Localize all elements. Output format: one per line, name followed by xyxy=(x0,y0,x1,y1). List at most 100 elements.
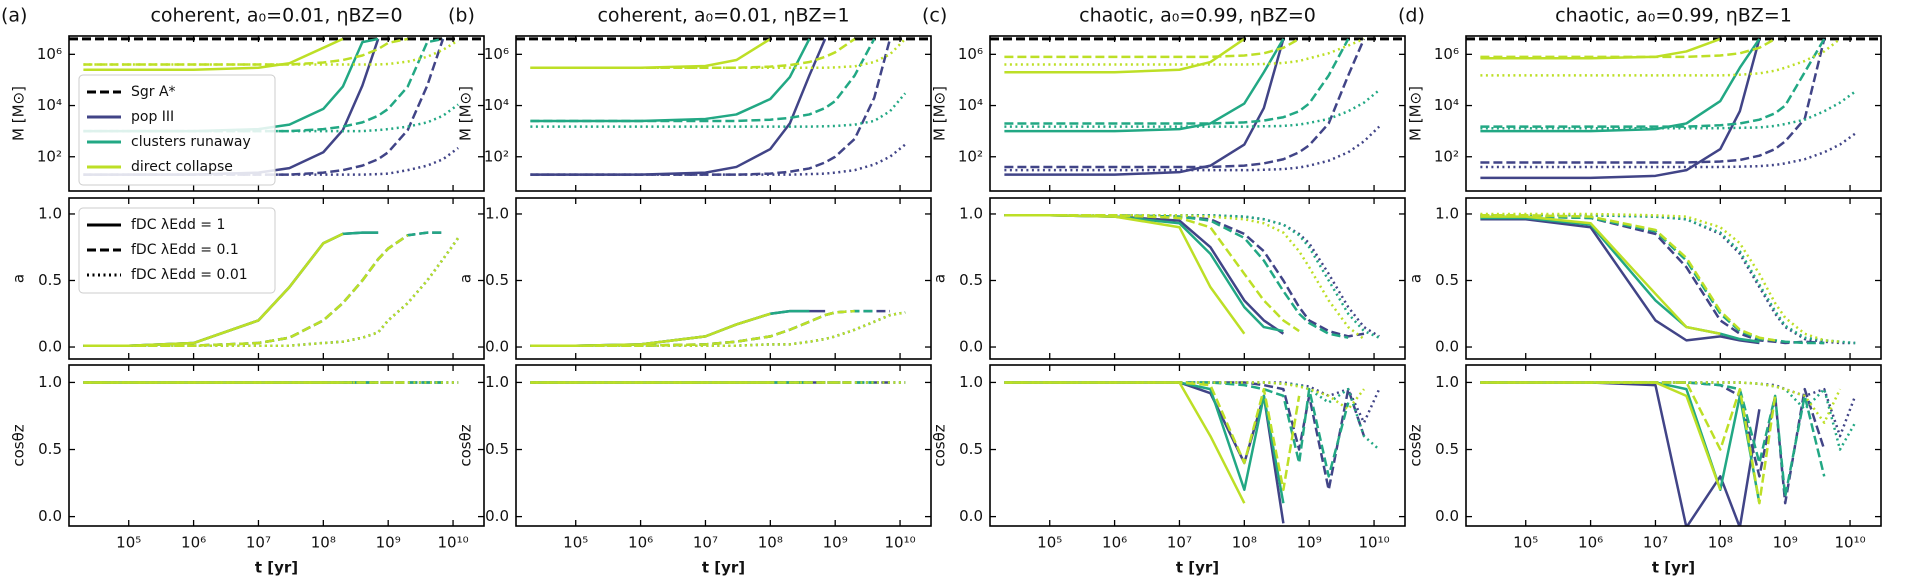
y-tick-label: 0.0 xyxy=(485,507,509,525)
y-axis-label: a xyxy=(931,274,949,283)
y-tick-label: 10⁴ xyxy=(37,96,62,114)
x-tick-label: 10⁹ xyxy=(1297,534,1322,552)
x-tick-label: 10⁶ xyxy=(181,534,206,552)
x-tick-label: 10⁸ xyxy=(1232,534,1257,552)
legend-label: fDC λEdd = 0.1 xyxy=(131,242,239,258)
x-tick-label: 10¹⁰ xyxy=(1834,534,1865,552)
series-line xyxy=(83,237,460,347)
x-tick-label: 10⁶ xyxy=(1578,534,1603,552)
plot-area xyxy=(990,37,1405,176)
series-line xyxy=(1480,214,1856,345)
plot-area xyxy=(530,309,906,347)
series-line xyxy=(1004,38,1285,176)
series-line xyxy=(530,309,890,347)
series-line xyxy=(530,38,811,123)
y-tick-label: 0.5 xyxy=(1435,440,1459,458)
axes-frame xyxy=(515,197,932,360)
axes-frame xyxy=(1465,35,1882,192)
axes-frame xyxy=(68,197,485,360)
series-line xyxy=(530,311,906,347)
series-line xyxy=(1480,381,1761,526)
series-line xyxy=(1004,381,1285,504)
y-tick-label: 0.5 xyxy=(485,440,509,458)
series-line xyxy=(1480,37,1721,60)
y-axis-label: a xyxy=(10,274,28,283)
panel-label: (c) xyxy=(922,5,947,27)
y-tick-label: 10² xyxy=(484,147,509,165)
x-tick-label: 10⁹ xyxy=(823,534,848,552)
series-line xyxy=(1004,214,1349,339)
y-tick-label: 1.0 xyxy=(38,204,62,222)
axes-frame xyxy=(515,35,932,192)
series-line xyxy=(530,38,827,176)
y-tick-label: 1.0 xyxy=(1435,373,1459,391)
chart-title: coherent, a₀=0.01, ηBZ=0 xyxy=(150,5,402,27)
y-axis-label: cosθz xyxy=(931,424,949,466)
plot-area xyxy=(83,231,460,347)
y-tick-label: 10⁴ xyxy=(958,96,983,114)
series-line xyxy=(1480,215,1825,345)
y-axis-label: M [M⊙] xyxy=(1407,86,1425,141)
x-tick-label: 10⁹ xyxy=(376,534,401,552)
legend-label: Sgr A* xyxy=(131,84,176,100)
chart-title: chaotic, a₀=0.99, ηBZ=1 xyxy=(1555,5,1792,27)
series-line xyxy=(1004,38,1350,125)
x-tick-label: 10⁵ xyxy=(1037,534,1062,552)
series-line xyxy=(530,309,855,347)
series-line xyxy=(1004,214,1246,335)
y-axis-label: cosθz xyxy=(10,424,28,466)
series-line xyxy=(1480,38,1761,180)
x-tick-label: 10⁷ xyxy=(1167,534,1192,552)
axes-frame xyxy=(989,35,1406,192)
series-line xyxy=(1004,214,1380,338)
y-tick-label: 0.5 xyxy=(1435,271,1459,289)
y-axis-label: cosθz xyxy=(457,424,475,466)
series-line xyxy=(1004,381,1365,411)
plot-area xyxy=(1004,214,1380,341)
legend-label: pop III xyxy=(131,109,174,125)
x-tick-label: 10¹⁰ xyxy=(884,534,915,552)
legend-label: fDC λEdd = 1 xyxy=(131,217,225,233)
x-tick-label: 10¹⁰ xyxy=(1358,534,1389,552)
y-tick-label: 10⁴ xyxy=(1434,96,1459,114)
series-line xyxy=(1480,381,1826,498)
legend-box xyxy=(78,74,276,186)
series-line xyxy=(1480,216,1760,343)
y-tick-label: 0.0 xyxy=(1435,507,1459,525)
series-line xyxy=(1004,125,1381,172)
x-axis-label: t [yr] xyxy=(1652,559,1695,577)
y-tick-label: 10⁴ xyxy=(484,96,509,114)
series-line xyxy=(1004,214,1300,333)
series-line xyxy=(530,92,907,128)
legend-box xyxy=(78,207,276,294)
series-line xyxy=(1480,381,1826,505)
series-line xyxy=(530,143,906,176)
panel-label: (b) xyxy=(448,5,475,27)
x-tick-label: 10⁸ xyxy=(758,534,783,552)
y-tick-label: 10² xyxy=(958,147,983,165)
y-tick-label: 0.0 xyxy=(1435,338,1459,356)
axes-frame xyxy=(989,197,1406,360)
series-line xyxy=(1480,212,1841,343)
y-tick-label: 0.5 xyxy=(38,271,62,289)
series-line xyxy=(1004,214,1380,339)
plot-area xyxy=(1466,37,1881,180)
series-line xyxy=(530,38,892,176)
series-line xyxy=(1004,38,1366,169)
x-tick-label: 10⁹ xyxy=(1773,534,1798,552)
y-tick-label: 10⁶ xyxy=(484,45,509,63)
y-tick-label: 1.0 xyxy=(959,373,983,391)
legend-label: fDC λEdd = 0.01 xyxy=(131,267,248,283)
axes-frame xyxy=(68,364,485,527)
y-tick-label: 10⁶ xyxy=(1434,45,1459,63)
y-tick-label: 0.0 xyxy=(38,338,62,356)
x-tick-label: 10⁸ xyxy=(311,534,336,552)
x-axis-label: t [yr] xyxy=(1176,559,1219,577)
series-line xyxy=(83,37,344,71)
x-tick-label: 10¹⁰ xyxy=(437,534,468,552)
plot-area xyxy=(516,37,931,176)
x-tick-label: 10⁷ xyxy=(693,534,718,552)
x-axis-label: t [yr] xyxy=(255,559,298,577)
series-line xyxy=(1480,381,1842,424)
